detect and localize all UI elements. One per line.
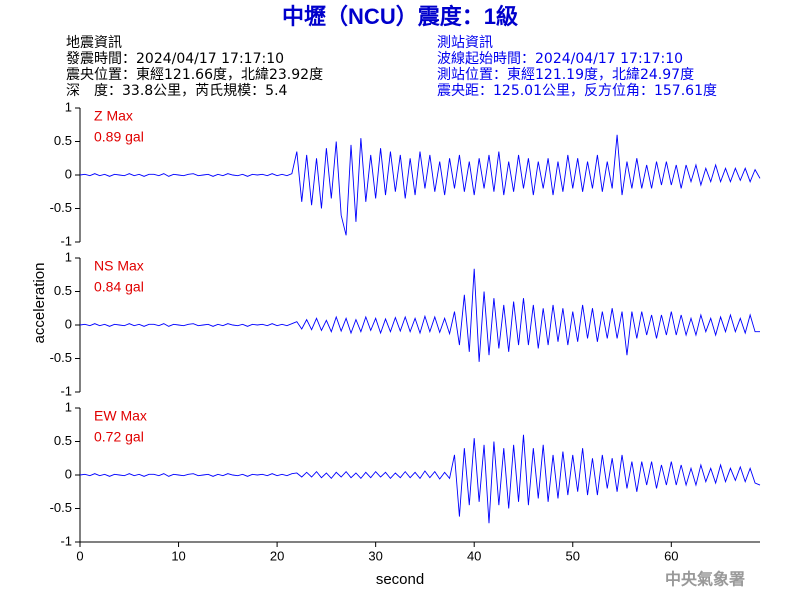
y-tick-label: -0.5 — [50, 200, 72, 215]
y-tick-label: 0.5 — [54, 283, 72, 298]
watermark: 中央氣象署 — [665, 570, 745, 589]
station-info-heading: 測站資訊 — [437, 35, 493, 51]
station-info-line: 測站位置：東經121.19度，北緯24.97度 — [437, 67, 694, 83]
event-info-heading: 地震資訊 — [66, 35, 122, 51]
waveform — [79, 268, 760, 362]
x-tick-label: 60 — [664, 548, 678, 563]
event-info-line: 發震時間：2024/04/17 17:17:10 — [66, 51, 284, 67]
peak-label: 0.72 gal — [94, 429, 144, 445]
station-info-line: 震央距：125.01公里，反方位角：157.61度 — [437, 83, 717, 99]
x-tick-label: 20 — [270, 548, 284, 563]
y-tick-label: 0 — [65, 316, 72, 331]
panel-label: Z Max — [94, 108, 133, 124]
x-tick-label: 30 — [368, 548, 382, 563]
x-tick-label: 10 — [171, 548, 185, 563]
y-tick-label: 0 — [65, 466, 72, 481]
y-tick-label: 0 — [65, 166, 72, 181]
y-tick-label: 0.5 — [54, 133, 72, 148]
x-axis-label: second — [376, 571, 424, 588]
x-tick-label: 50 — [566, 548, 580, 563]
y-tick-label: 0.5 — [54, 433, 72, 448]
y-axis-label: acceleration — [31, 263, 48, 344]
waveform — [79, 434, 761, 524]
station-info-line: 波線起始時間：2024/04/17 17:17:10 — [437, 51, 683, 67]
event-info-line: 震央位置：東經121.66度，北緯23.92度 — [66, 67, 323, 83]
panel-label: NS Max — [94, 258, 144, 274]
y-tick-label: 1 — [65, 399, 72, 414]
page-title: 中壢（NCU）震度：1級 — [282, 4, 518, 29]
x-tick-label: 40 — [467, 548, 481, 563]
peak-label: 0.89 gal — [94, 129, 144, 145]
y-tick-label: -1 — [60, 533, 72, 548]
y-tick-label: 1 — [65, 249, 72, 264]
waveform — [79, 134, 761, 236]
x-tick-label: 0 — [76, 548, 83, 563]
panel-label: EW Max — [94, 408, 147, 424]
y-tick-label: -1 — [60, 233, 72, 248]
y-tick-label: -0.5 — [50, 500, 72, 515]
event-info-line: 深 度：33.8公里，芮氏規模：5.4 — [66, 82, 288, 99]
y-tick-label: -0.5 — [50, 350, 72, 365]
peak-label: 0.84 gal — [94, 279, 144, 295]
y-tick-label: 1 — [65, 99, 72, 114]
y-tick-label: -1 — [60, 383, 72, 398]
